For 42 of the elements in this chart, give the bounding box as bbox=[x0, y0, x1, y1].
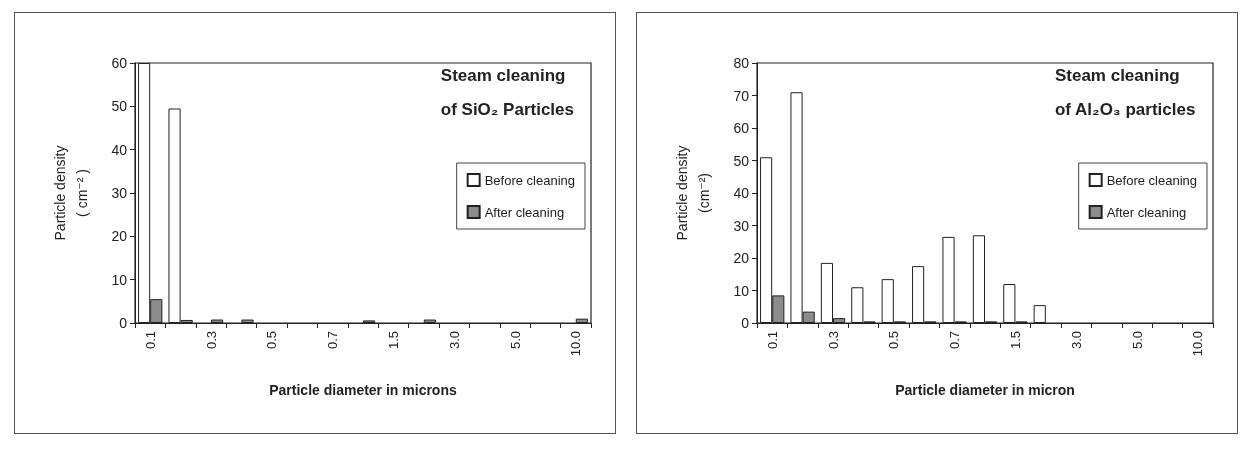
text: Steam cleaning of SiO₂ Particles bbox=[440, 65, 575, 119]
legend-label: After cleaning bbox=[1106, 204, 1187, 220]
x-tick-label: 1.5 bbox=[1007, 331, 1023, 350]
y-tick-label: 20 bbox=[733, 250, 750, 266]
legend-label: After cleaning bbox=[484, 204, 565, 220]
x-axis-title: Particle diameter in microns bbox=[269, 382, 457, 398]
x-tick-label: 5.0 bbox=[507, 331, 523, 350]
x-tick-label: 3.0 bbox=[1068, 331, 1084, 350]
y-tick-label: 60 bbox=[111, 55, 128, 71]
y-tick-label: 40 bbox=[111, 141, 128, 158]
y-tick-label: 0 bbox=[119, 315, 128, 331]
x-tick-label: 5.0 bbox=[1129, 331, 1145, 350]
y-tick-label: 10 bbox=[111, 271, 128, 288]
y-axis-title: Particle density (cm⁻²) bbox=[674, 145, 712, 241]
x-tick-label: 1.5 bbox=[385, 331, 401, 350]
y-tick-label: 0 bbox=[741, 315, 750, 331]
x-tick-label: 0.7 bbox=[325, 331, 341, 350]
legend-label: Before cleaning bbox=[1106, 172, 1197, 188]
x-tick-label: 10.0 bbox=[1190, 331, 1206, 357]
y-tick-label: 50 bbox=[733, 152, 750, 169]
y-tick-label: 80 bbox=[733, 55, 750, 71]
x-tick-label: 0.5 bbox=[886, 331, 902, 350]
y-tick-label: 30 bbox=[111, 185, 128, 201]
x-axis-title: Particle diameter in micron bbox=[895, 382, 1075, 398]
x-tick-label: 0.1 bbox=[142, 331, 158, 350]
legend-label: Before cleaning bbox=[484, 172, 575, 188]
y-tick-label: 10 bbox=[733, 282, 750, 299]
x-tick-label: 0.7 bbox=[947, 331, 963, 350]
y-tick-label: 40 bbox=[733, 185, 750, 201]
y-axis-title: Particle density ( cm⁻² ) bbox=[52, 145, 90, 241]
y-tick-label: 60 bbox=[733, 120, 750, 136]
y-tick-label: 50 bbox=[111, 98, 128, 115]
y-tick-label: 30 bbox=[733, 217, 750, 234]
x-tick-label: 0.3 bbox=[825, 331, 841, 350]
x-tick-label: 10.0 bbox=[568, 331, 584, 357]
x-tick-label: 3.0 bbox=[446, 331, 462, 350]
x-tick-label: 0.3 bbox=[203, 331, 219, 350]
x-tick-label: 0.1 bbox=[764, 331, 780, 350]
x-tick-label: 0.5 bbox=[264, 331, 280, 350]
y-tick-label: 20 bbox=[111, 228, 128, 245]
text: Steam cleaning of Al₂O₃ particles bbox=[1054, 65, 1196, 119]
y-tick-label: 70 bbox=[733, 87, 750, 104]
